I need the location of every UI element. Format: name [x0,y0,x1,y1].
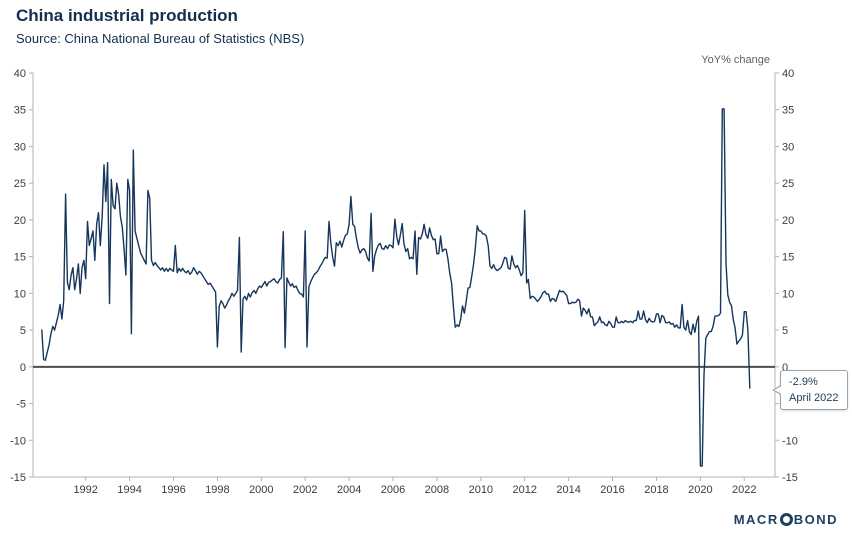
y-tick-label-left: 20 [14,215,26,227]
x-tick-label: 2016 [600,484,624,496]
x-tick-label: 2000 [249,484,273,496]
y-tick-label-right: 40 [782,68,794,80]
y-tick-label-left: 30 [14,141,26,153]
source-label: Source: China National Bureau of Statist… [16,31,305,46]
y-tick-label-right: 0 [782,362,788,374]
page-title: China industrial production [16,6,238,25]
x-tick-label: 2014 [556,484,580,496]
unit-label: YoY% change [701,54,770,66]
x-tick-label: 2010 [469,484,493,496]
y-tick-label-right: 25 [782,178,794,190]
y-tick-label-left: -5 [16,399,26,411]
y-tick-label-right: 35 [782,105,794,117]
logo-text-left: MACR [733,512,779,527]
y-tick-label-right: 15 [782,252,794,264]
macrobond-logo: MACR BOND [734,512,838,527]
y-tick-label-left: 25 [14,178,26,190]
x-tick-label: 2008 [425,484,449,496]
y-tick-label-right: -10 [782,435,798,447]
x-tick-label: 2022 [732,484,756,496]
x-tick-label: 2012 [512,484,536,496]
y-tick-label-left: 5 [20,325,26,337]
y-tick-label-right: -15 [782,472,798,484]
y-tick-label-left: 10 [14,288,26,300]
y-tick-label-left: -15 [10,472,26,484]
x-tick-label: 1998 [205,484,229,496]
x-tick-label: 2006 [381,484,405,496]
series-line [41,108,751,467]
y-tick-label-right: 30 [782,141,794,153]
x-tick-label: 1992 [73,484,97,496]
y-tick-label-left: 40 [14,68,26,80]
y-tick-label-left: 35 [14,105,26,117]
logo-text-right: BOND [793,512,838,527]
logo-ring-icon [779,513,793,526]
y-tick-label-right: 10 [782,288,794,300]
x-tick-label: 2020 [688,484,712,496]
y-tick-label-right: 20 [782,215,794,227]
callout-date: April 2022 [789,392,839,404]
y-tick-label-left: -10 [10,435,26,447]
y-tick-label-right: 5 [782,325,788,337]
x-tick-label: 2004 [337,484,361,496]
data-callout: -2.9% April 2022 [780,370,848,410]
callout-value: -2.9% [789,376,818,388]
x-tick-label: 2002 [293,484,317,496]
x-tick-label: 2018 [644,484,668,496]
y-tick-label-left: 0 [20,362,26,374]
x-tick-label: 1996 [161,484,185,496]
x-tick-label: 1994 [117,484,141,496]
y-tick-label-left: 15 [14,252,26,264]
